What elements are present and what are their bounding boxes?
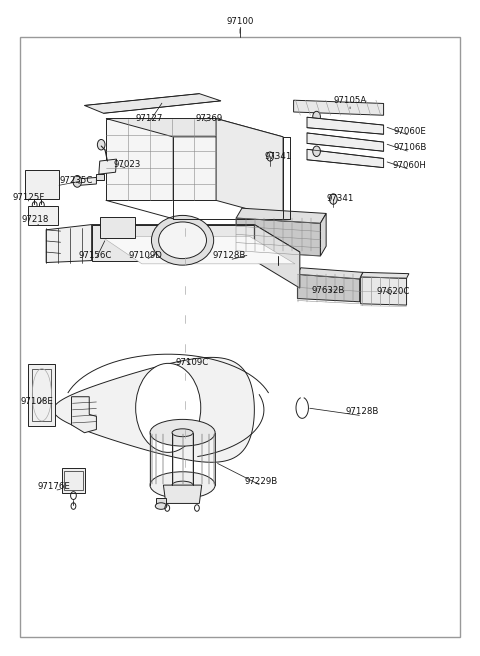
- Polygon shape: [307, 117, 384, 134]
- Circle shape: [97, 140, 105, 150]
- Polygon shape: [96, 173, 104, 180]
- Polygon shape: [307, 150, 384, 168]
- Polygon shape: [92, 224, 300, 252]
- Text: 97060E: 97060E: [394, 127, 426, 136]
- Text: 97632B: 97632B: [312, 285, 345, 295]
- Text: 97128B: 97128B: [213, 251, 246, 260]
- Text: 97060H: 97060H: [393, 161, 427, 170]
- Circle shape: [136, 363, 201, 453]
- Circle shape: [313, 112, 321, 122]
- Text: 97108E: 97108E: [20, 397, 53, 406]
- Polygon shape: [294, 100, 384, 115]
- Ellipse shape: [172, 429, 193, 437]
- Circle shape: [267, 152, 274, 161]
- Text: 97128B: 97128B: [345, 407, 379, 417]
- Polygon shape: [72, 397, 96, 433]
- Polygon shape: [46, 224, 92, 262]
- Bar: [62, 468, 85, 493]
- Polygon shape: [156, 498, 166, 506]
- Text: 97369: 97369: [195, 114, 223, 123]
- Polygon shape: [106, 119, 283, 137]
- Circle shape: [313, 146, 321, 157]
- Polygon shape: [84, 94, 221, 113]
- Polygon shape: [360, 277, 407, 305]
- Polygon shape: [360, 272, 409, 278]
- Text: 97229B: 97229B: [245, 478, 278, 486]
- Text: 97235C: 97235C: [60, 176, 93, 185]
- Text: 97341: 97341: [327, 194, 354, 203]
- Polygon shape: [163, 485, 202, 503]
- Text: 97109D: 97109D: [129, 251, 163, 260]
- Ellipse shape: [150, 472, 215, 499]
- Ellipse shape: [156, 502, 167, 509]
- Polygon shape: [298, 274, 360, 302]
- Bar: [64, 472, 83, 489]
- Bar: [28, 364, 55, 426]
- Text: 97620C: 97620C: [376, 287, 410, 297]
- Text: 97105A: 97105A: [334, 96, 367, 105]
- Polygon shape: [216, 119, 283, 218]
- Polygon shape: [80, 177, 96, 185]
- Text: 97109C: 97109C: [176, 358, 209, 367]
- Ellipse shape: [152, 215, 214, 265]
- Polygon shape: [53, 358, 254, 462]
- Text: 97156C: 97156C: [79, 251, 112, 260]
- Bar: [32, 369, 51, 421]
- Polygon shape: [254, 224, 300, 288]
- Polygon shape: [236, 208, 326, 223]
- Polygon shape: [307, 133, 384, 152]
- Circle shape: [73, 175, 82, 187]
- Bar: [24, 170, 59, 199]
- Polygon shape: [99, 159, 117, 174]
- Polygon shape: [106, 119, 216, 200]
- Polygon shape: [101, 236, 295, 264]
- Text: 97218: 97218: [22, 215, 49, 224]
- Text: 97100: 97100: [226, 17, 254, 26]
- Circle shape: [329, 194, 337, 204]
- Polygon shape: [321, 213, 326, 256]
- Text: 97341: 97341: [264, 152, 292, 161]
- Ellipse shape: [158, 222, 206, 258]
- Text: 97127: 97127: [135, 114, 163, 123]
- Ellipse shape: [172, 482, 193, 489]
- Text: 97125F: 97125F: [12, 193, 45, 201]
- Polygon shape: [236, 218, 321, 256]
- Bar: [100, 217, 135, 238]
- Text: 97176E: 97176E: [38, 482, 71, 491]
- Text: 97023: 97023: [114, 160, 141, 169]
- Polygon shape: [92, 224, 254, 260]
- Polygon shape: [298, 268, 363, 279]
- Ellipse shape: [150, 419, 215, 446]
- Bar: [28, 206, 58, 224]
- Text: 97106B: 97106B: [393, 144, 427, 152]
